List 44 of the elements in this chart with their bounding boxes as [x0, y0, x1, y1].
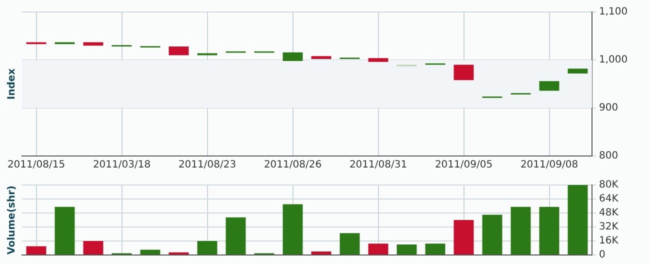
x-tick-label: 2011/08/23	[178, 160, 236, 171]
x-tick-label: 2011/08/31	[349, 160, 408, 171]
candlestick	[282, 52, 303, 61]
x-tick-label: 2011/09/08	[520, 160, 578, 171]
bar	[425, 244, 446, 254]
x-tick-label: 2011/08/15	[7, 160, 66, 171]
y-tick-label: 32K	[599, 222, 619, 233]
candlestick	[311, 56, 332, 60]
bar	[539, 206, 560, 254]
y-tick-label: 1,100	[599, 6, 628, 18]
x-tick-label: 2011/08/26	[264, 160, 322, 171]
x-tick-label: 2011/03/18	[92, 160, 151, 171]
bar	[454, 220, 474, 254]
bar	[226, 217, 246, 254]
y-tick-label: 64K	[599, 194, 619, 205]
x-tick-label: 2011/09/05	[434, 160, 493, 171]
candlestick	[568, 68, 588, 74]
bar	[482, 214, 502, 254]
candlestick	[539, 81, 560, 91]
candlestick	[168, 46, 189, 56]
bar	[368, 244, 388, 254]
y-tick-label: 80K	[599, 180, 619, 191]
candlestick	[454, 64, 474, 80]
y-tick-label: 900	[599, 102, 618, 114]
y-axis-title: Volume(shr)	[6, 186, 18, 254]
y-tick-label: 16K	[599, 236, 619, 247]
bar	[54, 206, 75, 254]
y-tick-label: 1,000	[599, 54, 628, 66]
bar	[340, 233, 360, 254]
bar	[26, 246, 46, 254]
bar	[83, 241, 104, 254]
bar	[510, 206, 531, 254]
y-axis-title: Index	[6, 68, 18, 100]
bar	[197, 241, 218, 254]
bar	[311, 252, 332, 254]
bar	[282, 204, 303, 254]
bar	[140, 250, 160, 254]
candlestick	[368, 58, 388, 62]
bar	[396, 244, 417, 254]
candlestick	[83, 42, 104, 46]
y-tick-label: 0	[599, 250, 606, 261]
y-tick-label: 48K	[599, 208, 619, 219]
bar	[568, 185, 588, 254]
y-tick-label: 800	[599, 150, 618, 162]
